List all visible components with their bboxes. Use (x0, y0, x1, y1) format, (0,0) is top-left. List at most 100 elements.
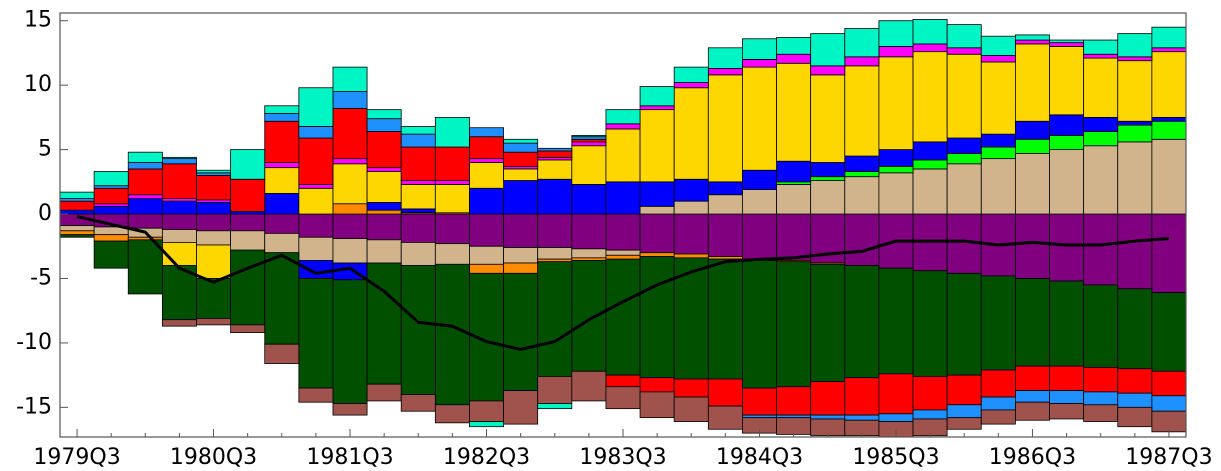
bar-segment (742, 58, 777, 68)
bar-segment (400, 208, 436, 214)
bar-segment (912, 159, 948, 170)
bar-segment (980, 158, 1016, 215)
bar-segment (503, 151, 539, 167)
bar-segment (93, 205, 129, 215)
bar-segment (1014, 390, 1050, 403)
bar-segment (434, 116, 470, 148)
bar-segment (946, 272, 982, 376)
bar-segment (127, 162, 163, 170)
bar-segment (673, 82, 709, 89)
bar-segment (230, 178, 266, 212)
bar-segment (1083, 39, 1119, 55)
bar-segment (469, 421, 504, 428)
bar-segment (469, 400, 504, 422)
bar-segment (264, 162, 300, 169)
bar-segment (1117, 213, 1153, 290)
bar-segment (298, 278, 334, 389)
bar-segment (196, 230, 232, 246)
bar-segment (1014, 153, 1050, 215)
bar-segment (946, 153, 982, 165)
bar-segment (1049, 39, 1085, 44)
bar-segment (742, 387, 777, 416)
bar-segment (707, 405, 743, 430)
bar-segment (912, 51, 948, 143)
bar-segment (1049, 42, 1085, 47)
bar-segment (196, 318, 232, 326)
bar-segment (332, 403, 368, 416)
bar-segment (776, 37, 812, 55)
bar-segment (707, 213, 743, 257)
bar-segment (878, 172, 914, 215)
bar-segment (1014, 39, 1050, 45)
bar-segment (1014, 34, 1050, 41)
bar-segment (776, 62, 812, 162)
bar-segment (1049, 114, 1085, 136)
bar-segment (332, 213, 368, 239)
bar-segment (1151, 51, 1187, 118)
bar-segment (1117, 288, 1153, 370)
bar-segment (742, 260, 777, 389)
bar-segment (1117, 56, 1153, 62)
bar-segment (571, 248, 607, 259)
bar-segment (127, 213, 163, 229)
bar-segment (605, 128, 641, 183)
bar-segment (980, 55, 1016, 63)
bar-segment (400, 146, 436, 181)
bar-segment (912, 376, 948, 411)
bar-segment (298, 387, 334, 403)
bar-segment (264, 343, 300, 364)
bar-segment (776, 417, 812, 435)
bar-segment (673, 396, 709, 422)
bar-segment (469, 187, 504, 215)
bar-segment (264, 105, 300, 114)
bar-segment (776, 213, 812, 261)
bar-segment (639, 256, 675, 379)
bar-segment (400, 265, 436, 395)
bar-segment (639, 391, 675, 419)
bar-segment (571, 213, 607, 250)
bar-segment (1117, 120, 1153, 126)
bar-segment (1083, 213, 1119, 286)
bar-segment (400, 133, 436, 148)
bar-segment (1083, 391, 1119, 406)
bar-segment (605, 249, 641, 256)
bar-segment (469, 162, 504, 189)
bar-segment (230, 213, 266, 232)
bar-segment (742, 66, 777, 171)
bar-segment (366, 262, 402, 385)
bar-segment (1083, 53, 1119, 59)
bar-segment (1014, 213, 1050, 279)
bar-segment (707, 258, 743, 380)
bar-segment (537, 150, 573, 158)
bar-segment (639, 105, 675, 111)
bar-segment (605, 258, 641, 376)
bar-segment (93, 171, 129, 187)
bar-segment (59, 234, 95, 238)
x-tick-label: 1982Q3 (443, 445, 530, 470)
bar-segment (469, 127, 504, 138)
bar-segment (1151, 213, 1187, 294)
bar-segment (264, 232, 300, 254)
bar-segment (1151, 47, 1187, 53)
bar-segment (400, 126, 436, 135)
bar-segment (878, 373, 914, 415)
bar-segment (537, 247, 573, 260)
bar-segment (639, 252, 675, 257)
bar-segment (639, 181, 675, 207)
bar-segment (161, 213, 197, 230)
bar-segment (639, 377, 675, 393)
bar-segment (776, 386, 812, 416)
bar-segment (673, 213, 709, 255)
bar-segment (469, 245, 504, 265)
bar-segment (230, 324, 266, 334)
bar-segment (366, 202, 402, 211)
bar-segment (434, 213, 470, 245)
bar-segment (980, 369, 1016, 398)
bar-segment (434, 404, 470, 424)
bar-segment (1014, 120, 1050, 140)
bar-segment (571, 135, 607, 138)
bar-segment (400, 241, 436, 266)
bar-segment (298, 184, 334, 189)
bar-segment (776, 184, 812, 215)
